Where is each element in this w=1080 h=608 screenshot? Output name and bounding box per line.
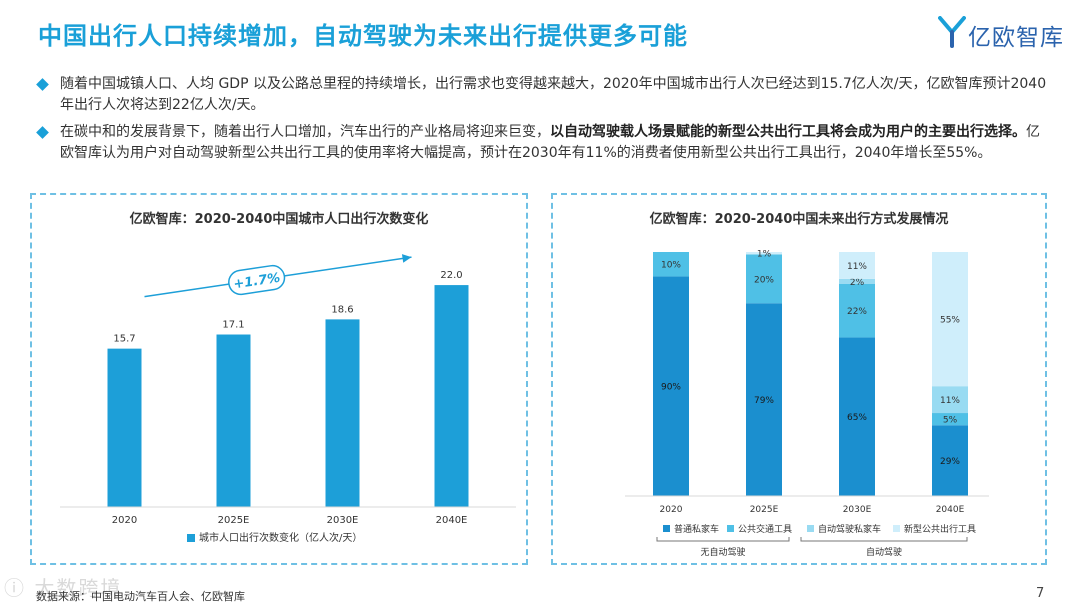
chart-panel-right: 亿欧智库：2020-2040中国未来出行方式发展情况 90% 10% 2020 79% 2… <box>551 193 1047 565</box>
bullet-list: 随着中国城镇人口、人均 GDP 以及公路总里程的持续增长，出行需求也变得越来越大… <box>36 74 1048 170</box>
stacked-bar-segment <box>839 283 875 338</box>
stacked-bar-segment <box>932 413 968 426</box>
segment-label: 11% <box>847 262 867 272</box>
segment-label: 55% <box>940 316 960 326</box>
legend-swatch <box>893 525 900 532</box>
growth-label: +1.7% <box>233 271 282 293</box>
chart-panel-left: 亿欧智库：2020-2040中国城市人口出行次数变化 15.7 2020 17.1 20… <box>30 193 528 565</box>
legend-group-label: 无自动驾驶 <box>700 546 745 558</box>
bullet-text-pre: 在碳中和的发展背景下，随着出行人口增加，汽车出行的产业格局将迎来巨变， <box>60 124 550 140</box>
stacked-bar-segment <box>932 386 968 414</box>
segment-label: 90% <box>661 383 681 393</box>
logo-icon <box>938 16 966 48</box>
bullet-text-post: 亿欧智库认为用户对自动驾驶新型公共出行工具的使用率将大幅提高，预计在2030年有… <box>60 124 1040 161</box>
stacked-bar-segment <box>653 276 689 496</box>
x-tick-label: 2030E <box>327 515 359 526</box>
bar <box>216 334 251 507</box>
stacked-bar-segment <box>932 425 968 496</box>
bullet-item: 在碳中和的发展背景下，随着出行人口增加，汽车出行的产业格局将迎来巨变，以自动驾驶… <box>36 122 1048 164</box>
segment-label: 11% <box>940 396 960 406</box>
source-note: 数据来源：中国电动汽车百人会、亿欧智库 <box>36 590 245 603</box>
legend-label: 自动驾驶私家车 <box>818 523 881 535</box>
segment-label: 22% <box>847 307 867 317</box>
x-tick-label: 2020 <box>660 505 683 515</box>
watermark: ⓘ 大数跨境 <box>4 576 123 600</box>
stacked-bar-segment <box>839 252 875 279</box>
data-label: 15.7 <box>113 334 135 345</box>
x-tick-label: 2040E <box>436 515 468 526</box>
bullet-text: 随着中国城镇人口、人均 GDP 以及公路总里程的持续增长，出行需求也变得越来越大… <box>60 76 1047 113</box>
legend-swatch <box>807 525 814 532</box>
bullet-text-bold: 以自动驾驶载人场景赋能的新型公共出行工具将会成为用户的主要出行选择。 <box>550 124 1026 140</box>
population-trips-chart: 亿欧智库：2020-2040中国城市人口出行次数变化 15.7 2020 17.1 20… <box>60 211 516 544</box>
x-tick-label: 2040E <box>936 505 965 515</box>
stacked-bar-segment <box>746 252 782 255</box>
x-tick-label: 2025E <box>750 505 779 515</box>
chart-title: 亿欧智库：2020-2040中国未来出行方式发展情况 <box>650 211 949 227</box>
legend-label: 公共交通工具 <box>738 523 792 535</box>
segment-label: 65% <box>847 413 867 423</box>
bar <box>325 319 360 507</box>
growth-annotation: +1.7% <box>228 264 286 296</box>
x-tick-label: 2030E <box>843 505 872 515</box>
data-label: 17.1 <box>222 320 244 331</box>
diamond-bullet-icon <box>36 78 49 91</box>
diamond-bullet-icon <box>36 126 49 139</box>
data-label: 18.6 <box>331 304 353 315</box>
bar <box>107 348 142 507</box>
bar <box>434 285 469 507</box>
data-label: 22.0 <box>440 270 462 281</box>
growth-badge <box>228 264 286 296</box>
stacked-bar-segment <box>839 278 875 284</box>
segment-label: 1% <box>757 250 772 260</box>
arrow-head-icon <box>401 254 412 263</box>
legend-label: 新型公共出行工具 <box>904 523 976 535</box>
segment-label: 5% <box>943 416 958 426</box>
x-tick-label: 2020 <box>112 515 137 526</box>
legend-group-label: 自动驾驶 <box>866 546 902 558</box>
bullet-item: 随着中国城镇人口、人均 GDP 以及公路总里程的持续增长，出行需求也变得越来越大… <box>36 74 1048 116</box>
travel-mode-chart: 亿欧智库：2020-2040中国未来出行方式发展情况 90% 10% 2020 79% 2… <box>625 211 989 558</box>
page-title: 中国出行人口持续增加，自动驾驶为未来出行提供更多可能 <box>38 22 688 50</box>
segment-label: 10% <box>661 261 681 271</box>
page-number: 7 <box>1036 586 1045 601</box>
stacked-bar-segment <box>932 252 968 387</box>
segment-label: 2% <box>850 278 865 288</box>
segment-label: 20% <box>754 275 774 285</box>
stacked-bar-segment <box>839 337 875 496</box>
legend-swatch <box>727 525 734 532</box>
segment-label: 29% <box>940 457 960 467</box>
legend-label: 城市人口出行次数变化（亿人次/天） <box>199 531 362 544</box>
legend-swatch <box>663 525 670 532</box>
stacked-bar-segment <box>746 303 782 496</box>
logo-text: 亿欧智库 <box>968 25 1064 51</box>
stacked-bar-segment <box>653 252 689 277</box>
x-tick-label: 2025E <box>218 515 250 526</box>
legend-swatch <box>187 534 195 542</box>
stacked-bar-segment <box>746 254 782 304</box>
legend-group-bracket <box>800 537 968 542</box>
chart-title: 亿欧智库：2020-2040中国城市人口出行次数变化 <box>130 211 429 227</box>
segment-label: 79% <box>754 396 774 406</box>
legend-group-bracket <box>656 537 790 542</box>
legend-label: 普通私家车 <box>674 523 719 535</box>
